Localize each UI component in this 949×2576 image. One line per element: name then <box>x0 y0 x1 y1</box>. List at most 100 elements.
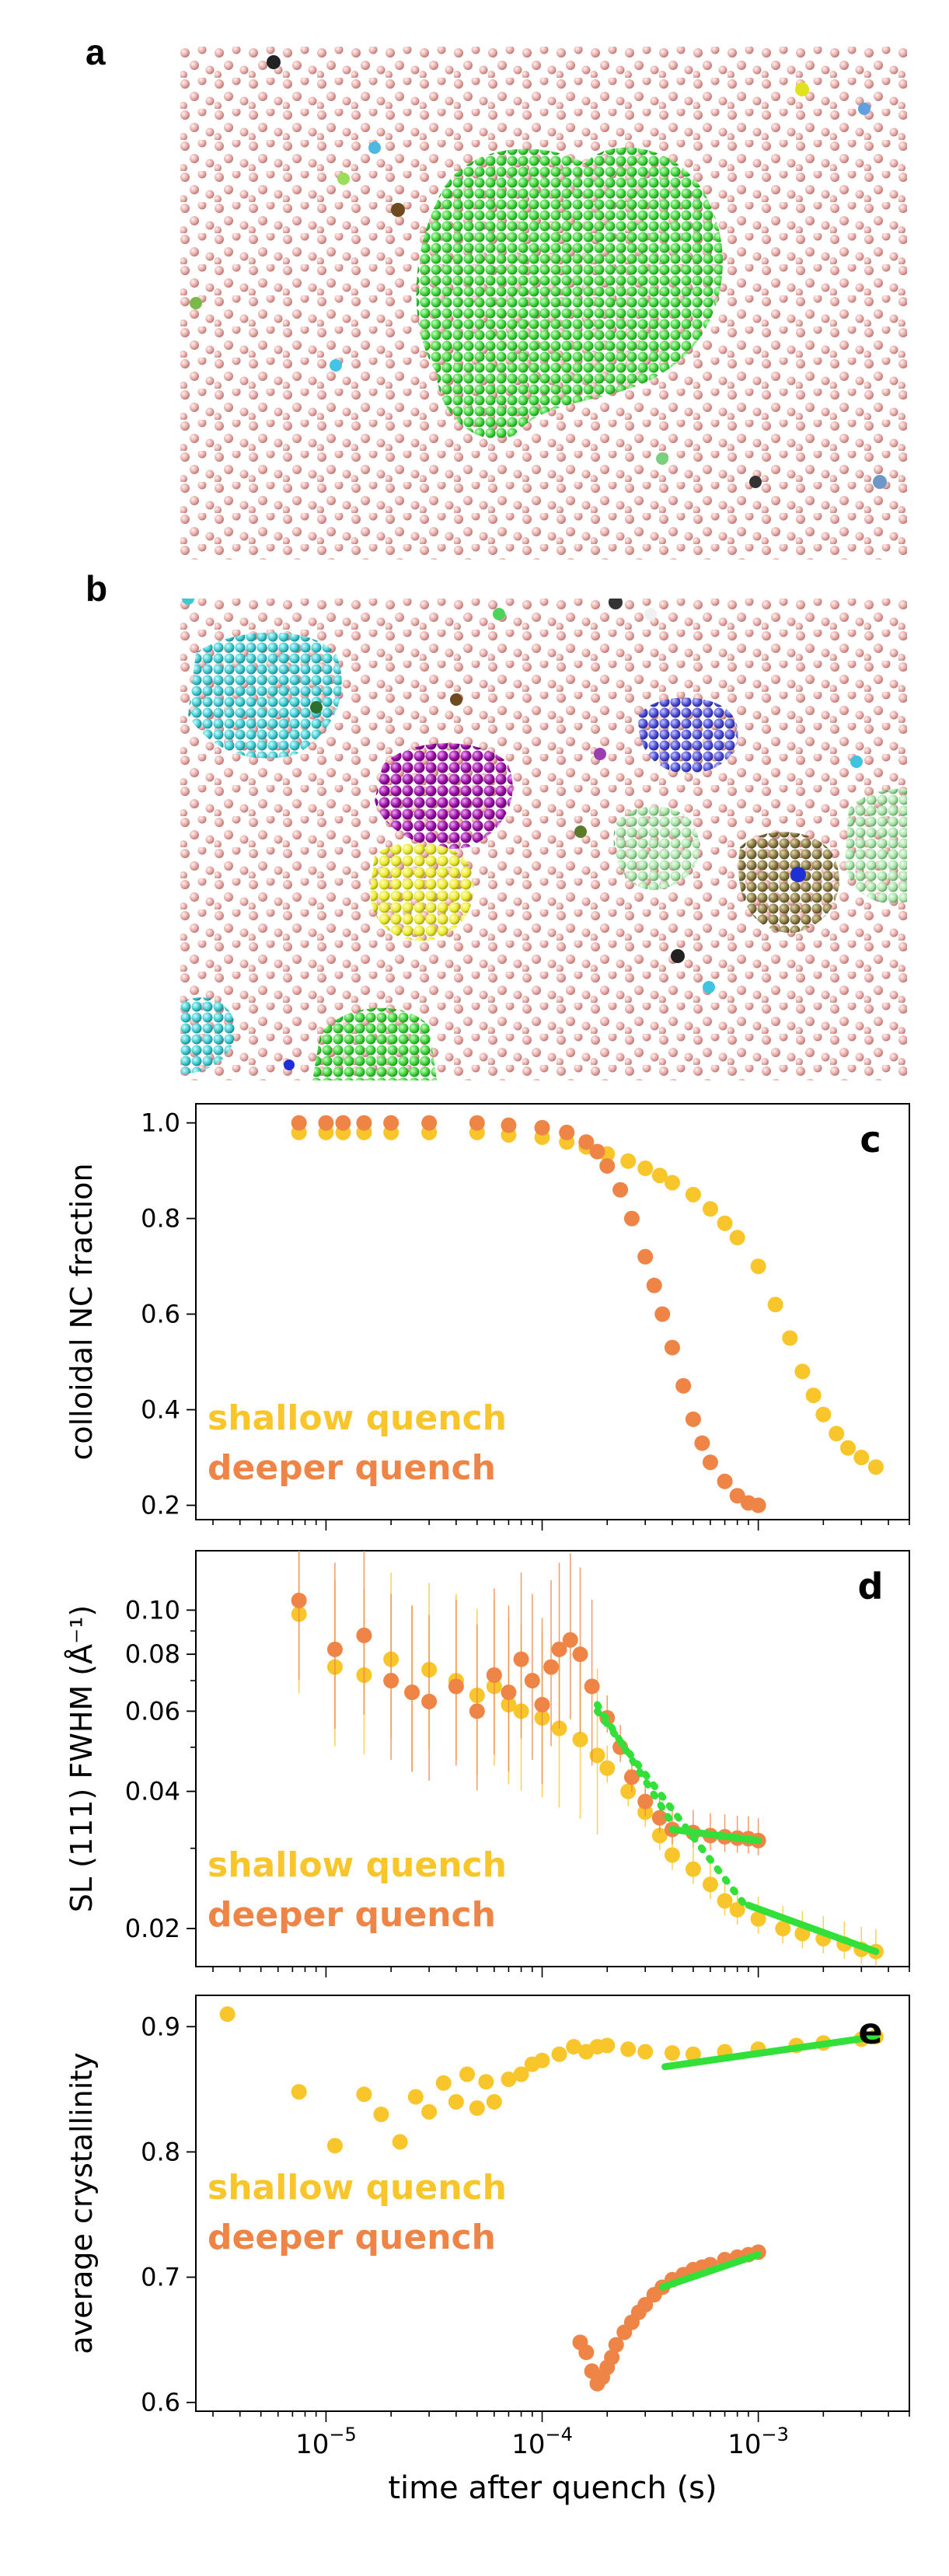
plot-frame <box>195 1995 910 2412</box>
data-point <box>702 1454 718 1471</box>
data-point <box>750 1497 766 1513</box>
simulation-snapshot-a <box>180 47 907 560</box>
y-tick-label: 0.02 <box>125 1914 180 1943</box>
data-point <box>637 2044 654 2060</box>
data-point <box>729 1230 745 1246</box>
legend-entry: shallow quench <box>208 1398 507 1438</box>
data-point <box>867 1459 884 1475</box>
data-point <box>729 1901 745 1918</box>
y-tick-label: 0.08 <box>125 1639 180 1669</box>
data-point <box>219 2006 236 2023</box>
legend-entry: shallow quench <box>208 2168 507 2208</box>
data-point <box>599 1760 616 1776</box>
chart-d: 0.02 0.04 0.06 0.08 0.10 SL (111) FWHM (Å⁻¹) d… <box>65 1550 910 1977</box>
data-point <box>534 2052 550 2068</box>
data-point <box>291 1592 307 1608</box>
nanocrystal-cluster-green <box>416 147 723 439</box>
data-point <box>326 2138 343 2154</box>
data-point <box>291 2084 307 2100</box>
data-point <box>448 1678 464 1695</box>
data-point <box>702 1201 718 1217</box>
y-axis-label: colloidal NC fraction <box>65 1163 99 1460</box>
data-point <box>623 1769 640 1785</box>
y-tick-label: 0.06 <box>125 1696 180 1726</box>
data-point <box>326 1641 343 1657</box>
y-tick-label: 0.8 <box>141 1204 180 1234</box>
data-point <box>501 1684 517 1701</box>
data-point <box>543 1659 560 1675</box>
panel-label-d: d <box>858 1565 884 1607</box>
chart-e: 0.6 0.7 0.8 0.9 average crystallinity 10−5 10−… <box>65 1995 910 2506</box>
y-tick-label: 1.0 <box>141 1108 180 1138</box>
y-tick-label: 0.9 <box>141 2012 180 2041</box>
data-point <box>620 2041 637 2058</box>
legend-entry: deeper quench <box>208 1895 496 1935</box>
y-tick-label: 0.4 <box>141 1395 180 1425</box>
fit-line <box>745 1901 880 1956</box>
data-point <box>620 1153 637 1169</box>
series-deeper-quench <box>291 1551 766 1855</box>
y-tick-label: 0.7 <box>141 2263 180 2292</box>
data-point <box>608 2337 624 2353</box>
fit-line <box>594 1701 676 1827</box>
data-point <box>578 2344 595 2361</box>
x-tick-label: 10−3 <box>727 2424 789 2460</box>
data-point <box>551 1641 567 1657</box>
data-point <box>486 2093 502 2110</box>
data-point <box>584 1678 600 1695</box>
nanocrystal-cluster-yellow <box>370 842 474 941</box>
data-point <box>840 1440 857 1456</box>
data-point <box>383 1673 399 1689</box>
panel-label-c: c <box>860 1119 881 1161</box>
panel-label-e: e <box>858 2010 882 2052</box>
panel-label-b: b <box>85 568 108 609</box>
data-point <box>829 1426 845 1442</box>
data-point <box>651 1168 668 1184</box>
data-point <box>589 1747 605 1764</box>
data-point <box>501 1117 517 1133</box>
data-point <box>551 2046 567 2062</box>
nanocrystal-cluster-blue <box>638 697 738 774</box>
fit-line <box>594 1707 752 1914</box>
data-point <box>717 1473 733 1489</box>
data-point <box>717 1893 733 1909</box>
data-point <box>469 1115 485 1131</box>
data-point <box>675 1377 692 1394</box>
data-point <box>702 1876 718 1893</box>
data-point <box>651 1810 668 1826</box>
data-point <box>664 1175 680 1191</box>
x-tick-label: 10−5 <box>295 2424 357 2460</box>
data-point <box>513 2066 529 2082</box>
data-point <box>664 1847 680 1863</box>
data-point <box>421 1115 438 1131</box>
data-point <box>318 1115 334 1131</box>
data-point <box>589 1143 605 1160</box>
data-point <box>685 2046 701 2062</box>
fit-line <box>668 1826 762 1845</box>
plot-frame <box>195 1550 910 1967</box>
data-point <box>599 2037 616 2054</box>
data-point <box>486 1667 502 1683</box>
nanocrystal-cluster-green <box>312 1007 437 1080</box>
legend-entry: deeper quench <box>208 1448 496 1488</box>
data-point <box>383 1115 399 1131</box>
nanocrystal-cluster-purple <box>375 743 513 849</box>
nanocrystal-cluster-cyan <box>188 632 342 759</box>
data-point <box>853 1450 870 1466</box>
panel-label-a: a <box>85 32 106 72</box>
data-point <box>767 1297 783 1313</box>
data-point <box>599 1157 616 1174</box>
simulation-snapshot-b <box>180 599 907 1080</box>
data-point <box>637 1793 654 1810</box>
data-point <box>356 1115 372 1131</box>
y-tick-label: 0.10 <box>125 1595 180 1625</box>
series-deeper-quench <box>291 1115 766 1513</box>
nanocrystal-cluster-mint <box>613 806 700 890</box>
data-point <box>469 2100 485 2117</box>
data-point <box>664 2045 680 2061</box>
y-axis-label: SL (111) FWHM (Å⁻¹) <box>65 1605 99 1912</box>
data-point <box>392 2134 408 2150</box>
data-point <box>805 1387 822 1404</box>
data-point <box>729 1488 745 1504</box>
